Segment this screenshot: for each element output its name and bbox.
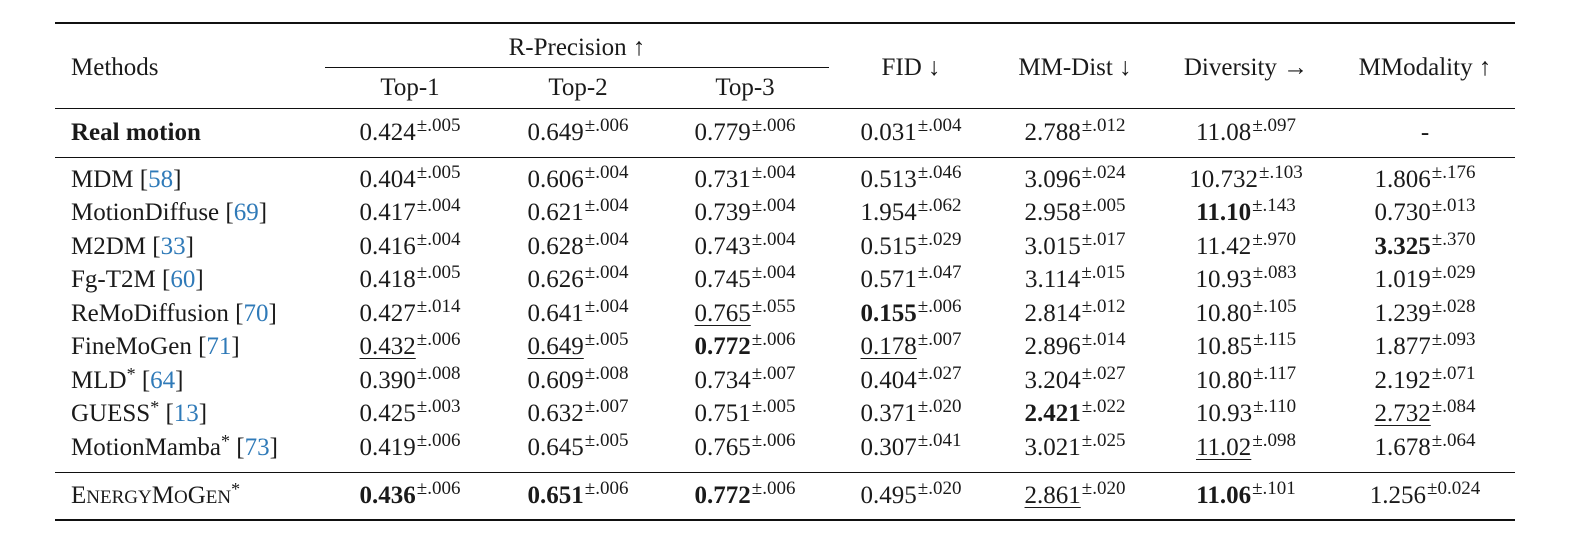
table-row-real-motion: Real motion 0.424±.005 0.649±.006 0.779±… [55, 108, 1515, 158]
cell-mmodality: - [1335, 108, 1515, 158]
mmodality-header: MModality ↑ [1335, 22, 1515, 109]
value: 0.424 [359, 119, 416, 146]
std: ±.006 [584, 115, 629, 136]
second-best-value: 0.432 [359, 333, 416, 361]
best-value: 2.421 [1024, 400, 1081, 428]
second-best-value: 0.765 [694, 299, 751, 327]
table-row: MotionDiffuse [69] 0.417±.004 0.621±.004… [55, 196, 1515, 231]
method-name: MDM [58] [55, 157, 325, 197]
value: 11.08 [1195, 119, 1252, 146]
method-name: Fg-T2M [60] [71, 266, 204, 294]
std: ±.005 [416, 115, 461, 136]
second-best-value: 2.861 [1024, 481, 1081, 509]
table-row: M2DM [33] 0.416±.004 0.628±.004 0.743±.0… [55, 230, 1515, 264]
second-best-value: 11.02 [1195, 433, 1252, 461]
table-row: FineMoGen [71] 0.432±.006 0.649±.005 0.7… [55, 330, 1515, 365]
second-best-value: 2.732 [1374, 400, 1431, 428]
table-row-energymogen: ENERGYMOGEN* 0.436±.006 0.651±.006 0.772… [55, 471, 1515, 521]
value: 0.031 [860, 119, 917, 146]
top1-header: Top-1 [380, 74, 440, 101]
mm-dist-header: MM-Dist ↓ [993, 22, 1157, 109]
best-value: 0.772 [694, 481, 751, 509]
diversity-header: Diversity → [1157, 22, 1335, 109]
table-row: Fg-T2M [60] 0.418±.005 0.626±.004 0.745±… [55, 263, 1515, 298]
std: ±.006 [751, 115, 796, 136]
citation-link[interactable]: 71 [206, 333, 232, 361]
cell-top1: 0.424±.005 [325, 108, 495, 158]
method-name: GUESS* [13] [71, 397, 208, 428]
methods-header: Methods [55, 22, 325, 109]
method-name: MLD* [64] [71, 363, 184, 394]
best-value: 11.06 [1196, 481, 1252, 509]
cell-top3: 0.779±.006 [661, 108, 829, 158]
table-row: MotionMamba* [73] 0.419±.006 0.645±.005 … [55, 431, 1515, 472]
r-precision-label: R-Precision ↑ [508, 34, 646, 61]
cell-mm-dist: 2.788±.012 [993, 108, 1157, 158]
proposed-method-section: ENERGYMOGEN* 0.436±.006 0.651±.006 0.772… [55, 471, 1515, 521]
citation-link[interactable]: 60 [170, 266, 196, 294]
method-name: ENERGYMOGEN* [55, 471, 325, 521]
table-row: ReMoDiffusion [70] 0.427±.014 0.641±.004… [55, 297, 1515, 331]
citation-link[interactable]: 64 [150, 366, 176, 394]
second-best-value: 0.649 [527, 333, 584, 361]
best-value: 0.651 [527, 481, 584, 509]
cell-diversity: 11.08±.097 [1157, 108, 1335, 158]
table-row: GUESS* [13] 0.425±.003 0.632±.007 0.751±… [55, 397, 1515, 432]
value: 2.788 [1024, 119, 1081, 146]
value: 0.649 [527, 119, 584, 146]
method-name: MotionDiffuse [69] [71, 199, 268, 227]
citation-link[interactable]: 13 [173, 400, 199, 428]
best-value: 11.10 [1196, 199, 1252, 227]
table-row: MLD* [64] 0.390±.008 0.609±.008 0.734±.0… [55, 364, 1515, 398]
citation-link[interactable]: 70 [243, 299, 269, 327]
real-motion-section: Real motion 0.424±.005 0.649±.006 0.779±… [55, 108, 1515, 158]
r-precision-rule [325, 67, 829, 68]
std: ±.004 [917, 115, 962, 136]
top3-header: Top-3 [715, 74, 775, 101]
method-name: ReMoDiffusion [70] [71, 299, 277, 327]
baseline-methods-section: MDM [58] 0.404±.005 0.606±.004 0.731±.00… [55, 157, 1515, 473]
best-value: 3.325 [1374, 232, 1431, 260]
citation-link[interactable]: 73 [244, 433, 270, 461]
citation-link[interactable]: 58 [148, 165, 174, 193]
second-best-value: 0.178 [860, 333, 917, 361]
method-name: Real motion [55, 108, 325, 158]
results-table: Methods R-Precision ↑ FID ↓ MM-Dist ↓ Di… [55, 22, 1515, 521]
value: 0.779 [694, 119, 751, 146]
cell-fid: 0.031±.004 [829, 108, 993, 158]
fid-header: FID ↓ [829, 22, 993, 109]
citation-link[interactable]: 69 [233, 199, 259, 227]
best-value: 0.155 [860, 299, 917, 327]
citation-link[interactable]: 33 [160, 232, 186, 260]
results-table-container: Methods R-Precision ↑ FID ↓ MM-Dist ↓ Di… [55, 22, 1515, 521]
method-name: FineMoGen [71] [71, 333, 240, 361]
method-name: M2DM [33] [71, 232, 194, 260]
std: ±.012 [1081, 115, 1126, 136]
method-name: MotionMamba* [73] [71, 430, 278, 461]
top2-header: Top-2 [548, 74, 608, 101]
best-value: 0.436 [359, 481, 416, 509]
r-precision-header: R-Precision ↑ [325, 22, 829, 68]
cell-top2: 0.649±.006 [495, 108, 661, 158]
std: ±.097 [1252, 115, 1296, 136]
best-value: 0.772 [694, 333, 751, 361]
table-header: Methods R-Precision ↑ FID ↓ MM-Dist ↓ Di… [55, 22, 1515, 109]
table-row: MDM [58] 0.404±.005 0.606±.004 0.731±.00… [55, 157, 1515, 197]
